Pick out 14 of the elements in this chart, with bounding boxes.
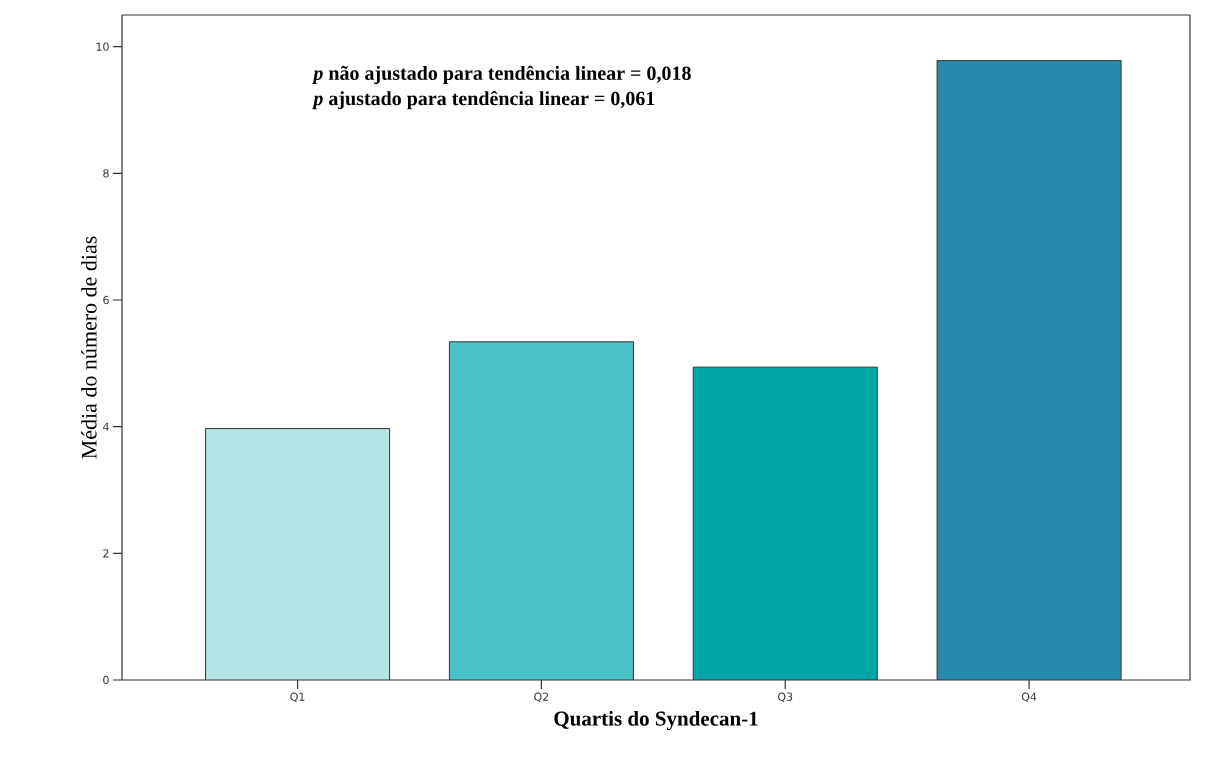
x-axis-title: Quartis do Syndecan-1: [554, 710, 758, 731]
y-tick-label: 2: [103, 549, 109, 558]
x-tick-label: Q4: [1021, 692, 1037, 703]
annotation: p não ajustado para tendência linear = 0,018: [311, 65, 691, 85]
y-tick-label: 8: [103, 169, 109, 178]
x-tick-label: Q3: [778, 692, 793, 703]
y-axis-title: Média do número de dias: [81, 236, 97, 459]
y-tick-label: 10: [96, 42, 109, 51]
annotation: p ajustado para tendência linear = 0,061: [311, 90, 655, 110]
y-tick-label: 6: [103, 295, 109, 305]
x-tick-label: Q1: [290, 692, 305, 703]
x-tick-label: Q2: [534, 692, 549, 703]
y-tick-label: 0: [103, 675, 109, 685]
y-tick-label: 4: [103, 422, 109, 431]
